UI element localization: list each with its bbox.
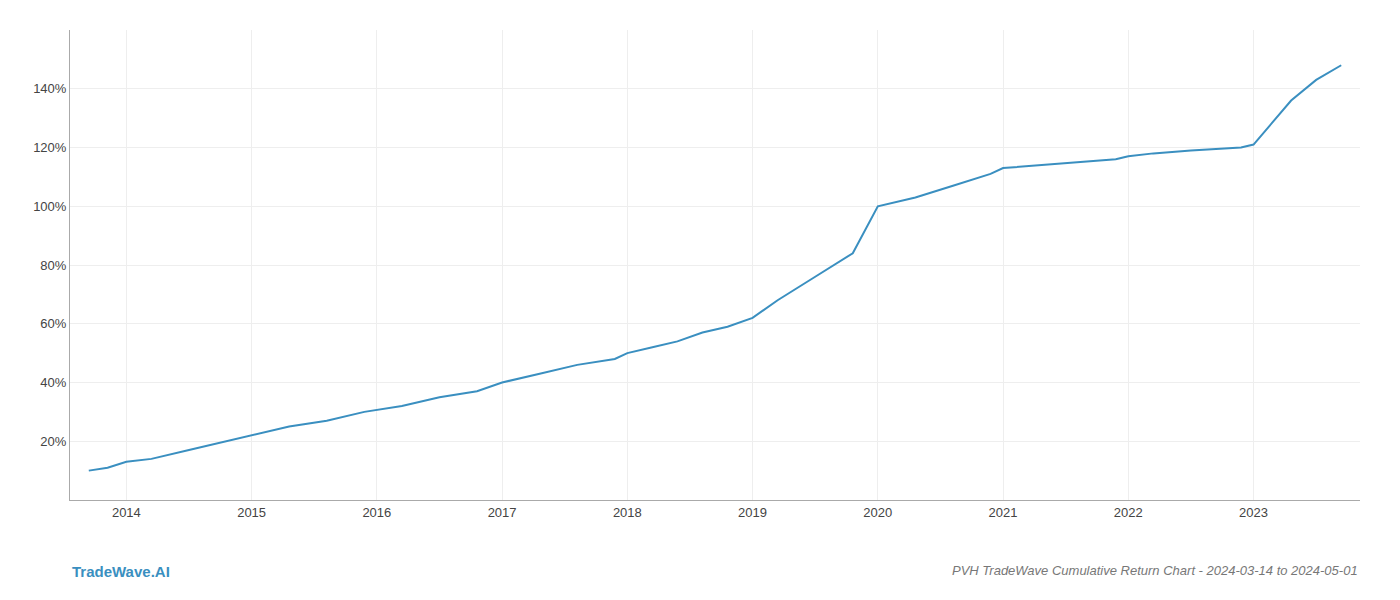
svg-text:140%: 140% <box>33 81 67 96</box>
svg-text:40%: 40% <box>40 375 66 390</box>
svg-text:PVH TradeWave Cumulative Retur: PVH TradeWave Cumulative Return Chart - … <box>952 563 1358 578</box>
svg-text:2020: 2020 <box>863 505 892 520</box>
svg-text:2021: 2021 <box>989 505 1018 520</box>
svg-text:2017: 2017 <box>488 505 517 520</box>
svg-text:120%: 120% <box>33 140 67 155</box>
svg-text:80%: 80% <box>40 258 66 273</box>
svg-text:TradeWave.AI: TradeWave.AI <box>72 563 170 580</box>
svg-text:2016: 2016 <box>362 505 391 520</box>
svg-text:60%: 60% <box>40 316 66 331</box>
svg-text:2015: 2015 <box>237 505 266 520</box>
svg-text:2023: 2023 <box>1239 505 1268 520</box>
svg-text:2022: 2022 <box>1114 505 1143 520</box>
svg-text:2019: 2019 <box>738 505 767 520</box>
svg-text:2018: 2018 <box>613 505 642 520</box>
svg-text:2014: 2014 <box>112 505 141 520</box>
svg-text:20%: 20% <box>40 434 66 449</box>
svg-text:100%: 100% <box>33 199 67 214</box>
